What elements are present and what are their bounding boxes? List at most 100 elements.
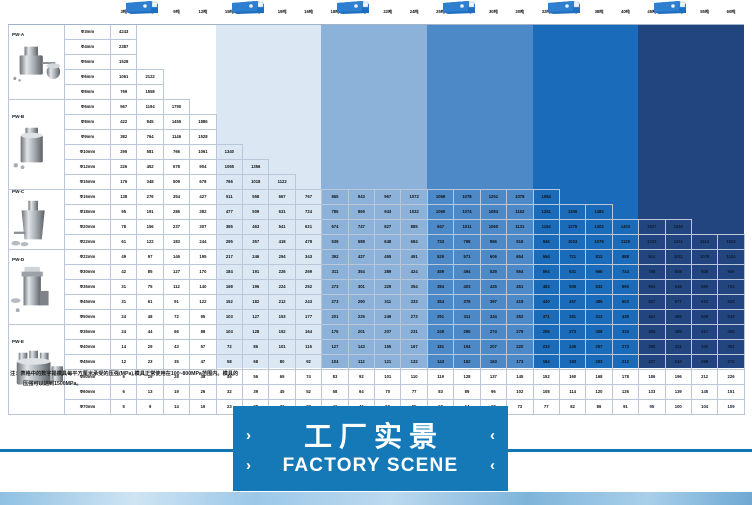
pressure-cell: 133 <box>638 384 666 400</box>
empty-cell <box>480 55 506 70</box>
diameter-label: Φ45mm <box>64 354 111 370</box>
empty-cell <box>401 160 427 175</box>
pressure-cell: 943 <box>374 204 402 220</box>
pressure-cell: 606 <box>479 249 508 265</box>
pressure-cell: 914 <box>638 249 666 265</box>
pressure-cell: 459 <box>426 264 455 280</box>
pressure-cell: 152 <box>268 324 296 340</box>
pressure-cell: 104 <box>321 354 349 370</box>
pressure-cell: 384 <box>426 279 455 295</box>
pressure-cell: 1024 <box>558 234 587 250</box>
empty-cell <box>480 130 506 145</box>
table-row: Φ50mm 24 48 72 95 103 127 153 177 201 225 249 273 291… <box>9 309 745 325</box>
pressure-cell: 1124 <box>717 249 745 265</box>
empty-cell <box>375 85 401 100</box>
empty-cell <box>639 55 665 70</box>
empty-cell <box>691 130 717 145</box>
quote-right-bottom-icon: ‹ <box>490 457 495 474</box>
pressure-cell: 858 <box>664 264 692 280</box>
empty-cell <box>216 100 242 115</box>
table-row: Φ22mm 61 122 183 244 295 357 418 478 539 588 648 684… <box>9 234 745 250</box>
pressure-cell: 457 <box>558 294 587 310</box>
empty-cell <box>691 220 717 235</box>
table-row: Φ18mm 95 191 286 382 477 509 631 724 786 869 943 103… <box>9 204 745 220</box>
empty-cell <box>401 130 427 145</box>
pressure-cell: 177 <box>294 309 323 325</box>
pressure-cell: 767 <box>294 189 323 205</box>
column-header-20: 40吨 <box>612 0 639 25</box>
empty-cell <box>243 115 269 130</box>
pressure-cell: 417 <box>690 324 719 340</box>
pressure-cell: 1356 <box>242 159 270 175</box>
empty-cell <box>322 85 348 100</box>
empty-cell <box>639 145 665 160</box>
pressure-cell: 1311 <box>664 234 692 250</box>
empty-cell <box>559 130 585 145</box>
table-row: Φ40mm 14 29 43 57 72 86 101 115 127 143 155 167 181 19… <box>9 339 745 355</box>
pressure-cell: 191 <box>136 204 164 220</box>
pressure-cell: 491 <box>400 249 428 265</box>
pressure-cell: 403 <box>453 279 481 295</box>
pressure-cell: 104 <box>215 324 244 340</box>
pressure-cell: 194 <box>453 339 481 355</box>
pressure-cell: 391 <box>558 309 587 325</box>
pressure-cell: 678 <box>162 159 191 175</box>
product-group-pw-c: PW-C <box>8 189 65 250</box>
pressure-cell: 1403 <box>611 219 640 235</box>
diameter-label: Φ15mm <box>64 174 111 190</box>
pressure-cell: 1122 <box>268 174 296 190</box>
pressure-cell: 1078 <box>453 189 481 205</box>
pressure-cell: 1018 <box>242 174 270 190</box>
empty-cell <box>375 40 401 55</box>
pressure-cell: 225 <box>347 309 376 325</box>
pressure-cell: 604 <box>638 279 666 295</box>
pressure-cell: 348 <box>136 174 164 190</box>
empty-cell <box>243 85 269 100</box>
empty-cell <box>348 40 374 55</box>
empty-cell <box>507 40 533 55</box>
pressure-cell: 888 <box>611 249 640 265</box>
pressure-cell: 237 <box>162 219 191 235</box>
column-header-14: 28吨 <box>442 0 481 25</box>
pressure-cell: 334 <box>479 309 508 325</box>
diameter-label: Φ6mm <box>64 69 111 85</box>
pressure-cell: 2122 <box>136 69 164 85</box>
diameter-label: Φ70mm <box>64 399 111 415</box>
pressure-cell: 207 <box>374 324 402 340</box>
empty-cell <box>639 115 665 130</box>
empty-cell <box>612 130 638 145</box>
pressure-cell: 295 <box>215 234 244 250</box>
empty-cell <box>718 40 744 55</box>
empty-cell <box>322 160 348 175</box>
empty-cell <box>190 70 216 85</box>
pressure-cell: 1078 <box>585 234 613 250</box>
pressure-cell: 452 <box>136 159 164 175</box>
empty-cell <box>639 25 665 40</box>
empty-cell <box>348 130 374 145</box>
pressure-cell: 153 <box>268 309 296 325</box>
diameter-label: Φ15mm <box>64 189 111 205</box>
pressure-cell: 96 <box>479 384 508 400</box>
pressure-cell: 721 <box>558 249 587 265</box>
pressure-cell: 486 <box>664 309 692 325</box>
empty-cell <box>243 40 269 55</box>
pressure-cell: 354 <box>426 294 455 310</box>
empty-cell <box>480 175 506 190</box>
pressure-cell: 389 <box>374 264 402 280</box>
pressure-cell: 311 <box>664 339 692 355</box>
empty-cell <box>691 145 717 160</box>
pressure-cell: 145 <box>506 369 534 385</box>
diameter-label: Φ5mm <box>64 54 111 70</box>
pressure-cell: 558 <box>242 189 270 205</box>
pressure-cell: 152 <box>453 354 481 370</box>
pressure-cell: 75 <box>136 279 164 295</box>
die-assembly-b-icon <box>9 120 64 174</box>
pressure-cell: 243 <box>294 294 323 310</box>
pressure-cell: 385 <box>215 219 244 235</box>
pressure-cell: 916 <box>506 234 534 250</box>
empty-cell <box>375 130 401 145</box>
pressure-cell: 91 <box>162 294 191 310</box>
pressure-cell: 885 <box>400 219 428 235</box>
pressure-cell: 581 <box>136 144 164 160</box>
empty-cell <box>612 85 638 100</box>
